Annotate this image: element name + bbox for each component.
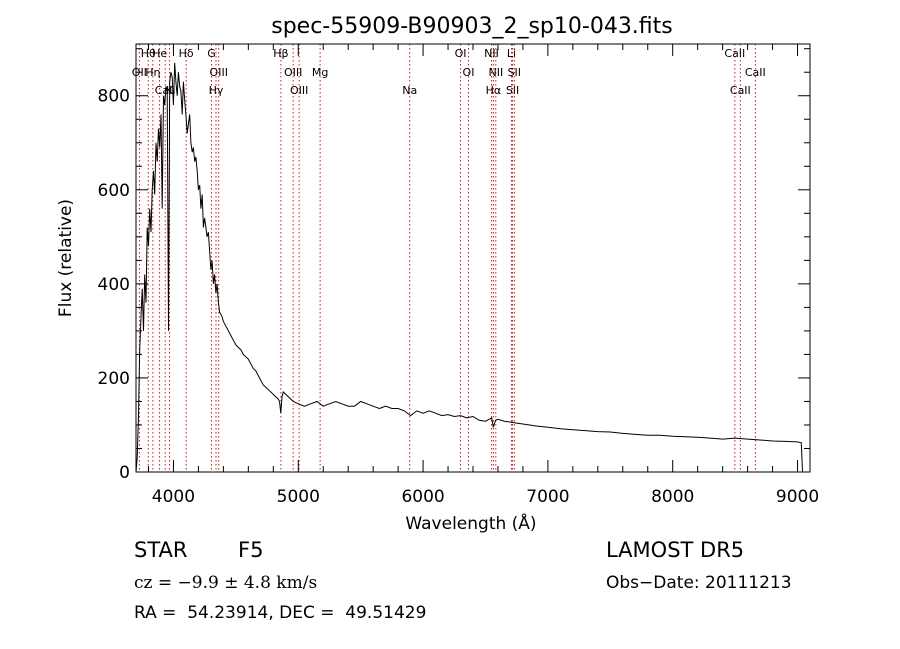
y-tick-label: 400 [98, 275, 130, 295]
line-marker-label: CaII [155, 84, 176, 97]
x-tick-label: 8000 [651, 487, 694, 507]
survey-name: LAMOST DR5 [606, 538, 745, 562]
line-marker-label: OI [463, 66, 475, 79]
line-marker-label: OIII [290, 84, 308, 97]
line-marker-label: Mg [312, 66, 328, 79]
x-tick-label: 9000 [776, 487, 819, 507]
redshift-cz: cz = −9.9 ± 4.8 km/s [134, 573, 318, 593]
y-tick-label: 200 [98, 369, 130, 389]
emission-line-markers: HθOIICaIIHeHηKHδOIIIHγGOIIIOIIIHβMgNaOIO… [132, 44, 766, 472]
x-axis-label: Wavelength (Å) [405, 512, 536, 534]
y-axis-label: Flux (relative) [56, 199, 76, 317]
line-marker-label: CaII [724, 47, 745, 60]
line-marker-label: OIII [210, 66, 228, 79]
line-marker-label: Hγ [209, 84, 224, 97]
line-marker-label: Hθ [141, 47, 156, 60]
x-tick-label: 5000 [277, 487, 320, 507]
line-marker-label: OI [455, 47, 467, 60]
y-tick-label: 800 [98, 87, 130, 107]
line-marker-label: OIII [284, 66, 302, 79]
axis-ticks [136, 44, 810, 473]
line-marker-label: G [207, 47, 216, 60]
line-marker-label: Na [402, 84, 417, 97]
line-marker-label: SII [506, 84, 519, 97]
object-subclass: F5 [238, 538, 264, 562]
plot-frame [135, 43, 811, 473]
line-marker-label: Hβ [273, 47, 288, 60]
chart-title: spec-55909-B90903_2_sp10-043.fits [271, 14, 673, 39]
line-marker-label: Hη [145, 66, 160, 79]
spectrum-line [135, 62, 803, 473]
x-tick-label: 7000 [526, 487, 569, 507]
object-class: STAR [134, 538, 188, 562]
line-marker-label: SII [508, 66, 521, 79]
tick-labels: 4000 5000 6000 7000 8000 9000 0 200 400 600 800 [98, 87, 820, 507]
x-tick-label: 4000 [152, 487, 195, 507]
y-tick-label: 0 [119, 463, 130, 483]
line-marker-label: NII [488, 66, 503, 79]
coordinates: RA = 54.23914, DEC = 49.51429 [134, 603, 427, 623]
x-tick-label: 6000 [401, 487, 444, 507]
line-marker-label: Li [507, 47, 516, 60]
line-marker-label: NII [484, 47, 499, 60]
line-marker-label: CaII [730, 84, 751, 97]
y-tick-label: 600 [98, 181, 130, 201]
obs-date: Obs−Date: 20111213 [606, 573, 792, 593]
line-marker-label: CaII [745, 66, 766, 79]
line-marker-label: Hδ [179, 47, 194, 60]
line-marker-label: Hα [486, 84, 502, 97]
line-marker-label: He [152, 47, 167, 60]
